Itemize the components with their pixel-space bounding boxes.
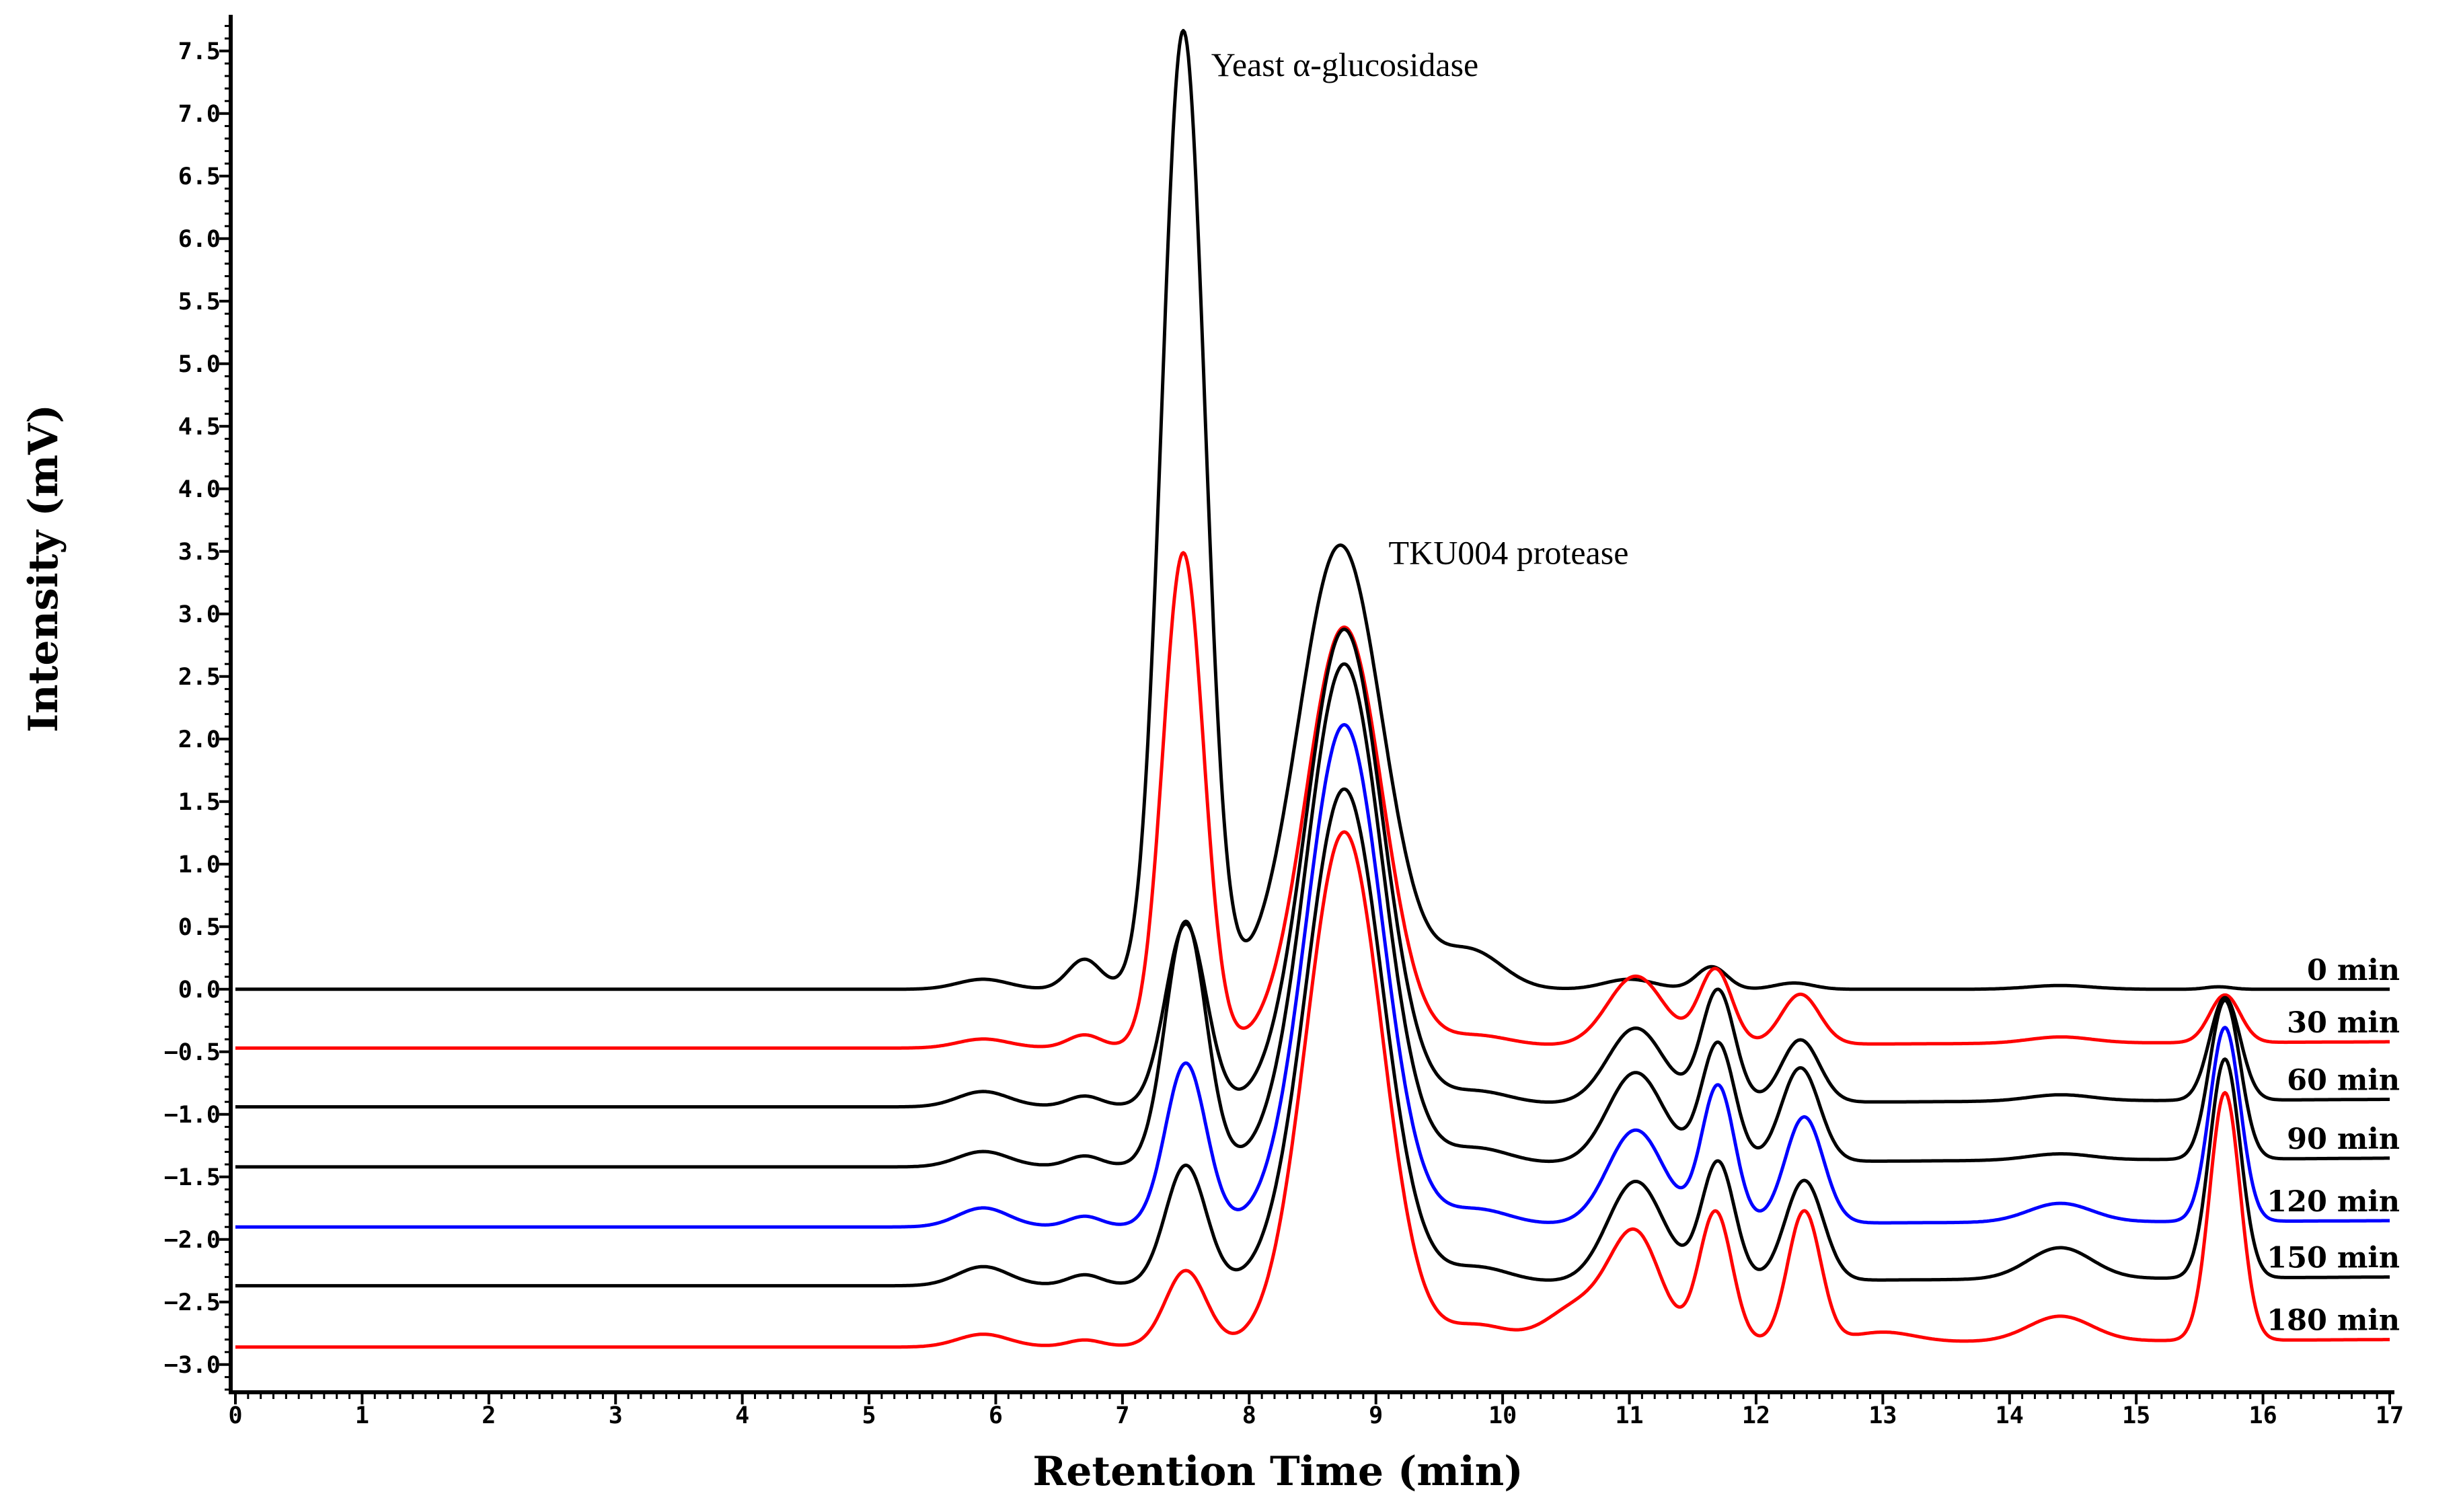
y-tick-label: −2.5 bbox=[164, 1289, 221, 1316]
y-tick-label: 5.5 bbox=[178, 289, 221, 315]
series-line-0-min bbox=[235, 29, 2390, 991]
y-tick-label: −1.5 bbox=[164, 1164, 221, 1191]
axes-layer bbox=[219, 15, 2394, 1404]
x-tick-label: 5 bbox=[862, 1402, 876, 1429]
y-tick-label: −3.0 bbox=[164, 1352, 221, 1379]
y-tick-label: 5.0 bbox=[178, 351, 221, 378]
minor-ticks bbox=[219, 25, 2391, 1404]
annotation-yeast-alpha-glucosidase: Yeast α-glucosidase bbox=[1211, 46, 1478, 83]
y-tick-label: 6.5 bbox=[178, 163, 221, 190]
x-tick-label: 8 bbox=[1242, 1402, 1256, 1429]
series-label: 60 min bbox=[2287, 1064, 2400, 1098]
y-tick-label: 0.0 bbox=[178, 977, 221, 1004]
series-line-180-min bbox=[235, 830, 2390, 1349]
y-tick-label: 7.0 bbox=[178, 101, 221, 128]
series-line-120-min bbox=[235, 723, 2390, 1229]
x-tick-label: 12 bbox=[1742, 1402, 1770, 1429]
x-tick-label: 16 bbox=[2249, 1402, 2277, 1429]
series-labels: 0 min 30 min 60 min 90 min 120 min 150 min 180… bbox=[2267, 954, 2400, 1338]
x-tick-label: 1 bbox=[355, 1402, 369, 1429]
x-tick-label: 3 bbox=[609, 1402, 623, 1429]
series-line-90-min bbox=[235, 662, 2390, 1169]
x-tick-label: 10 bbox=[1488, 1402, 1517, 1429]
x-axis-title: Retention Time (min) bbox=[1032, 1448, 1523, 1495]
y-tick-label: −1.0 bbox=[164, 1102, 221, 1129]
annotation-tku004-protease: TKU004 protease bbox=[1389, 533, 1629, 571]
y-tick-label: 4.5 bbox=[178, 414, 221, 441]
x-tick-label: 14 bbox=[1996, 1402, 2024, 1429]
x-tick-label: 7 bbox=[1115, 1402, 1129, 1429]
x-tick-label: 9 bbox=[1369, 1402, 1383, 1429]
x-tick-label: 13 bbox=[1868, 1402, 1897, 1429]
y-tick-label: −0.5 bbox=[164, 1039, 221, 1066]
series-line-30-min bbox=[235, 551, 2390, 1050]
x-tick-label: 15 bbox=[2122, 1402, 2150, 1429]
y-tick-label: −2.0 bbox=[164, 1227, 221, 1254]
y-tick-labels: 7.5 7.0 6.5 6.0 5.5 5.0 4.5 4.0 3.5 3.0 2.5 2.0 1.5 1… bbox=[164, 38, 221, 1379]
x-tick-label: 11 bbox=[1615, 1402, 1643, 1429]
y-axis-title: Intensity (mV) bbox=[20, 404, 67, 732]
x-tick-label: 0 bbox=[228, 1402, 242, 1429]
y-tick-label: 2.0 bbox=[178, 726, 221, 753]
x-tick-label: 4 bbox=[735, 1402, 749, 1429]
x-tick-label: 2 bbox=[482, 1402, 496, 1429]
y-tick-label: 3.5 bbox=[178, 539, 221, 566]
y-tick-label: 1.0 bbox=[178, 852, 221, 878]
series-label: 0 min bbox=[2307, 954, 2400, 987]
series-line-60-min bbox=[235, 628, 2390, 1109]
x-tick-labels: 0 1 2 3 4 5 6 7 8 9 10 11 12 13 14 15 16 17 bbox=[228, 1402, 2404, 1429]
series-label: 90 min bbox=[2287, 1123, 2400, 1156]
x-tick-label: 6 bbox=[989, 1402, 1003, 1429]
y-tick-label: 3.0 bbox=[178, 601, 221, 628]
x-tick-label: 17 bbox=[2376, 1402, 2404, 1429]
series-label: 180 min bbox=[2267, 1304, 2400, 1338]
series-label: 150 min bbox=[2267, 1242, 2400, 1275]
series-label: 30 min bbox=[2287, 1006, 2400, 1040]
y-tick-label: 7.5 bbox=[178, 38, 221, 65]
y-tick-label: 4.0 bbox=[178, 476, 221, 503]
y-tick-label: 0.5 bbox=[178, 914, 221, 941]
curves-layer bbox=[235, 29, 2390, 1349]
series-label: 120 min bbox=[2267, 1185, 2400, 1219]
y-tick-label: 2.5 bbox=[178, 664, 221, 691]
y-tick-label: 1.5 bbox=[178, 789, 221, 816]
series-line-150-min bbox=[235, 787, 2390, 1288]
y-tick-label: 6.0 bbox=[178, 226, 221, 253]
